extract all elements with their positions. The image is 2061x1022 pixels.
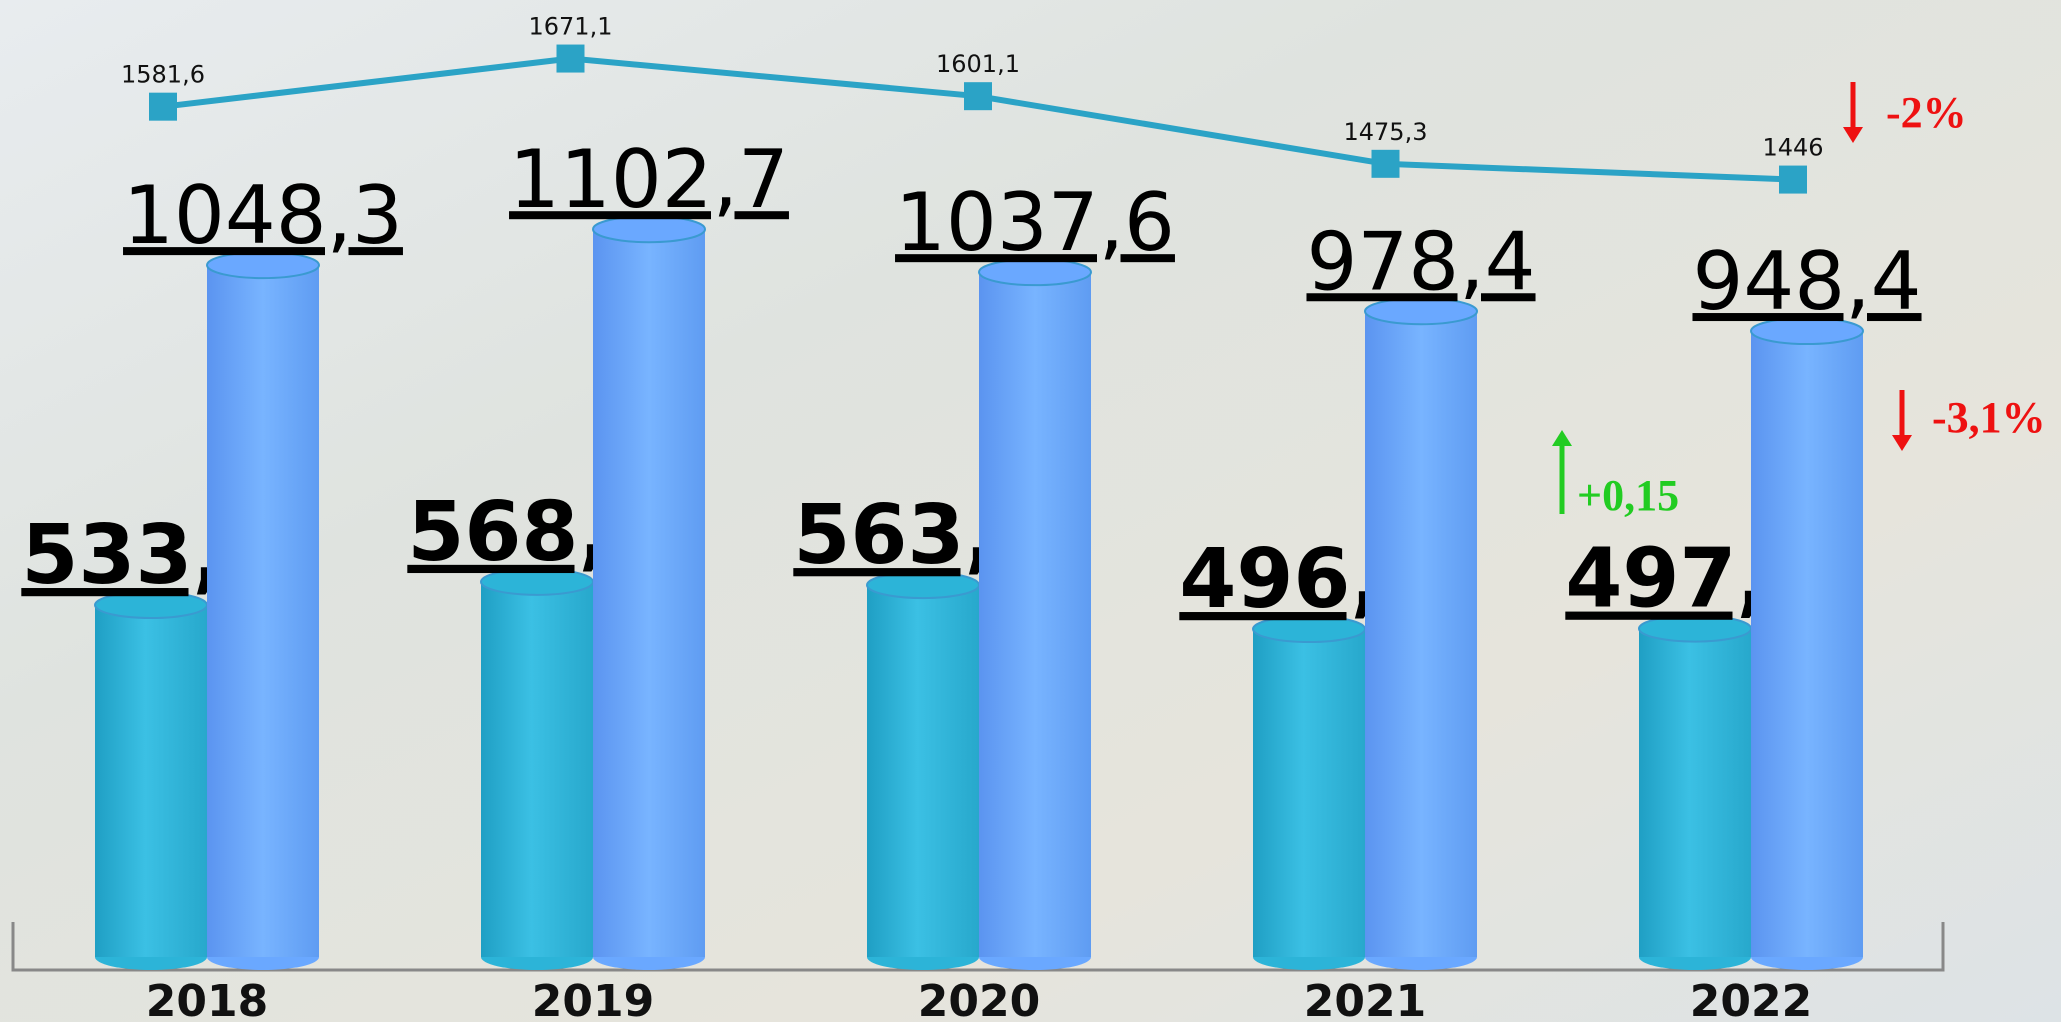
x-tick-label: 2019 <box>532 976 654 1022</box>
bar <box>207 265 319 957</box>
data-label: 1102,7 <box>509 133 789 226</box>
x-tick-label: 2020 <box>918 976 1040 1022</box>
line-marker <box>964 82 992 110</box>
data-label: 1048,3 <box>123 169 403 262</box>
x-tick-label: 2018 <box>146 976 268 1022</box>
data-label: 1475,3 <box>1344 118 1428 146</box>
bar <box>1365 311 1477 957</box>
bar <box>1253 629 1365 957</box>
line-marker <box>149 93 177 121</box>
bar <box>593 229 705 957</box>
data-label: 1446 <box>1762 134 1823 162</box>
bar <box>979 272 1091 957</box>
line-marker <box>1372 150 1400 178</box>
bar <box>1639 629 1751 957</box>
annotation: -2% <box>1886 88 1967 137</box>
annotation: +0,15 <box>1577 471 1679 520</box>
bar <box>95 605 207 957</box>
data-label: 948,4 <box>1692 235 1921 328</box>
line-marker <box>557 45 585 73</box>
bar <box>1751 331 1863 957</box>
data-label: 1601,1 <box>936 50 1020 78</box>
bar <box>867 585 979 957</box>
data-label: 1581,6 <box>121 61 205 89</box>
annotation: -3,1% <box>1932 393 2046 442</box>
line-marker <box>1779 166 1807 194</box>
data-label: 1037,6 <box>895 176 1175 269</box>
data-label: 1671,1 <box>529 13 613 41</box>
data-label: 978,4 <box>1306 215 1535 308</box>
chart: 20182019202020212022533,3568,4563,5496,9… <box>0 0 2061 1022</box>
bar <box>481 582 593 957</box>
x-tick-label: 2021 <box>1304 976 1426 1022</box>
x-tick-label: 2022 <box>1690 976 1812 1022</box>
